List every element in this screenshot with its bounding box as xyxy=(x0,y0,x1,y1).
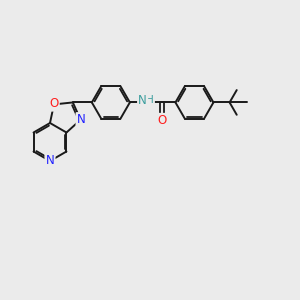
Text: N: N xyxy=(46,154,54,167)
Text: N: N xyxy=(138,94,147,107)
Text: O: O xyxy=(158,114,167,127)
Text: O: O xyxy=(49,98,58,110)
Text: N: N xyxy=(77,113,85,126)
Text: H: H xyxy=(146,95,154,105)
